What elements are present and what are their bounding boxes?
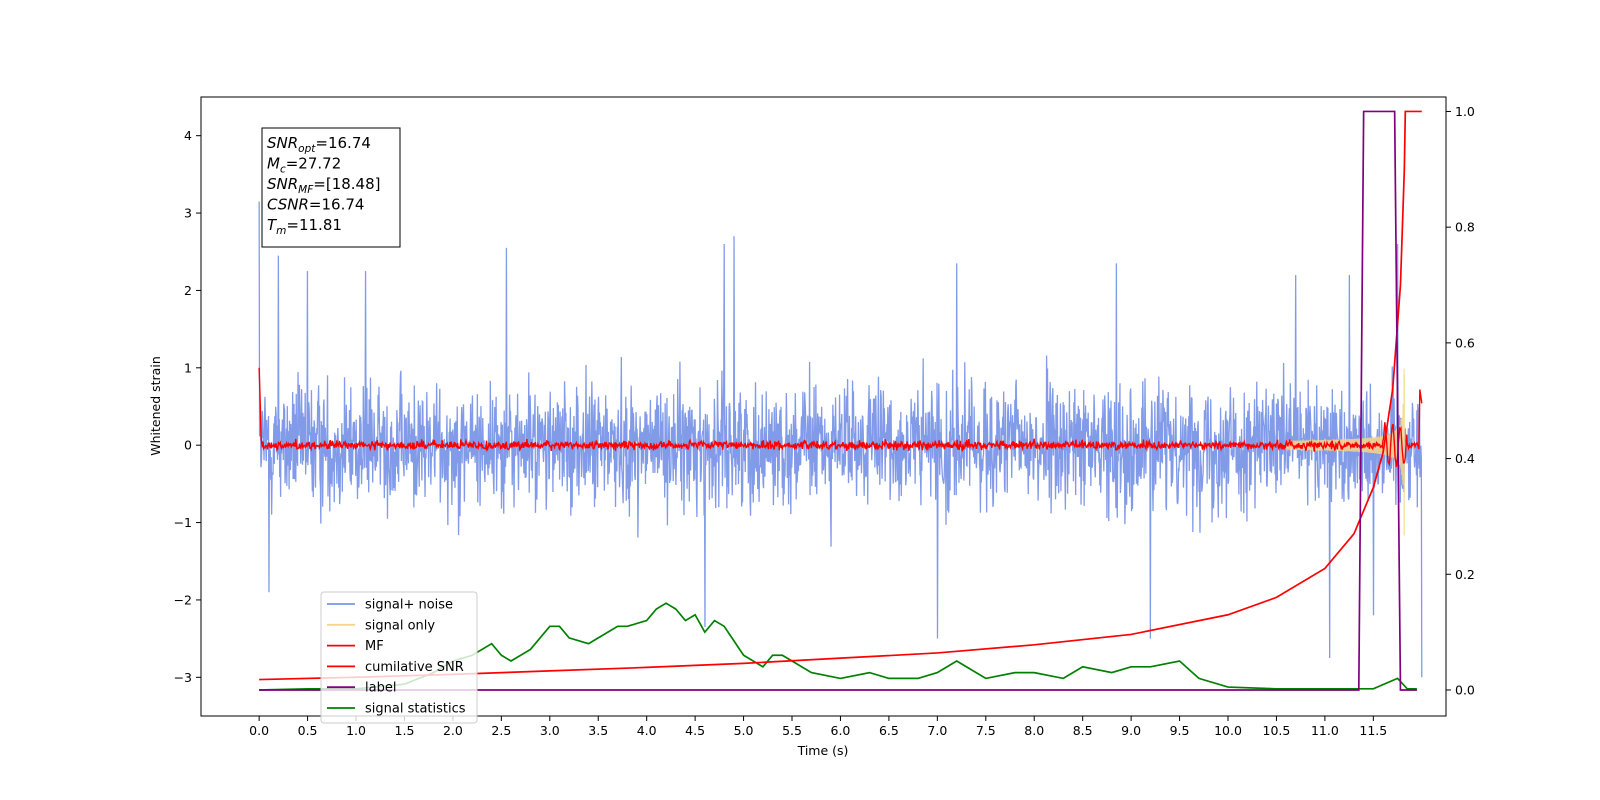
y2-tick-label: 0.0 [1455,682,1475,697]
x-tick-label: 1.0 [346,723,366,738]
y-tick-label: −3 [174,670,192,685]
x-tick-label: 11.5 [1359,723,1387,738]
annotation-frame [261,127,401,248]
legend-label: cumilative SNR [365,660,464,675]
legend-label: signal only [365,618,435,633]
x-tick-label: 3.5 [588,723,608,738]
annotation-line: SNRMF=[18.48] [267,175,381,196]
x-tick-label: 4.5 [685,723,705,738]
x-tick-label: 9.5 [1170,723,1190,738]
y-tick-label: 4 [184,128,192,143]
x-axis-label: Time (s) [797,743,849,758]
y2-tick-label: 0.4 [1455,451,1475,466]
x-tick-label: 4.0 [637,723,657,738]
x-tick-label: 6.5 [879,723,899,738]
y-axis-label: Whitened strain [148,356,163,455]
x-tick-label: 11.0 [1311,723,1339,738]
x-tick-label: 5.0 [734,723,754,738]
plot-series-group [258,110,1423,691]
y-tick-label: 2 [184,283,192,298]
series-label-line [259,110,1417,691]
x-tick-label: 0.0 [249,723,269,738]
legend-label: signal statistics [365,702,466,717]
annotation-line: Mc=27.72 [267,155,341,176]
x-tick-label: 10.5 [1263,723,1291,738]
y2-tick-label: 0.6 [1455,335,1475,350]
x-tick-label: 10.0 [1214,723,1242,738]
x-tick-label: 3.0 [540,723,560,738]
legend-frame [320,591,478,724]
x-tick-label: 1.5 [395,723,415,738]
y-tick-label: −1 [174,515,192,530]
annotation-line: SNRopt=16.74 [267,134,371,155]
legend-label: signal+ noise [365,598,453,613]
series-cumilative-snr-line [259,110,1422,681]
x-tick-label: 7.0 [927,723,947,738]
legend-label: label [365,681,396,696]
x-tick-label: 6.0 [831,723,851,738]
y-tick-label: −2 [174,592,192,607]
x-tick-label: 5.5 [782,723,802,738]
annotation-box: SNRopt=16.74Mc=27.72SNRMF=[18.48]CSNR=16… [261,127,401,248]
x-tick-label: 8.0 [1024,723,1044,738]
plot-frame [200,96,1447,717]
x-tick-label: 2.5 [491,723,511,738]
annotation-line: CSNR=16.74 [267,196,364,214]
legend: signal+ noise signal only MF cumilative SNR… [320,591,478,724]
series-signal-statistics-line [259,602,1417,691]
y-tick-label: 0 [184,438,192,453]
y2-tick-label: 0.2 [1455,567,1475,582]
x-tick-label: 0.5 [298,723,318,738]
series-mf-line [258,367,1423,468]
x-tick-label: 8.5 [1073,723,1093,738]
x-tick-label: 7.5 [976,723,996,738]
axes-group: 0.0 0.5 1.0 1.5 2.0 2.5 3.0 3.5 4.0 4.5 5.0 5.5 6.0 6… [174,104,1475,738]
legend-label: MF [365,639,384,654]
x-tick-label: 2.0 [443,723,463,738]
y2-tick-label: 1.0 [1455,104,1475,119]
y-tick-label: 1 [184,360,192,375]
y2-tick-label: 0.8 [1455,220,1475,235]
series-signal-noise-line [258,201,1423,678]
y-tick-label: 3 [184,206,192,221]
annotation-line: Tm=11.81 [267,216,342,237]
x-tick-label: 9.0 [1121,723,1141,738]
